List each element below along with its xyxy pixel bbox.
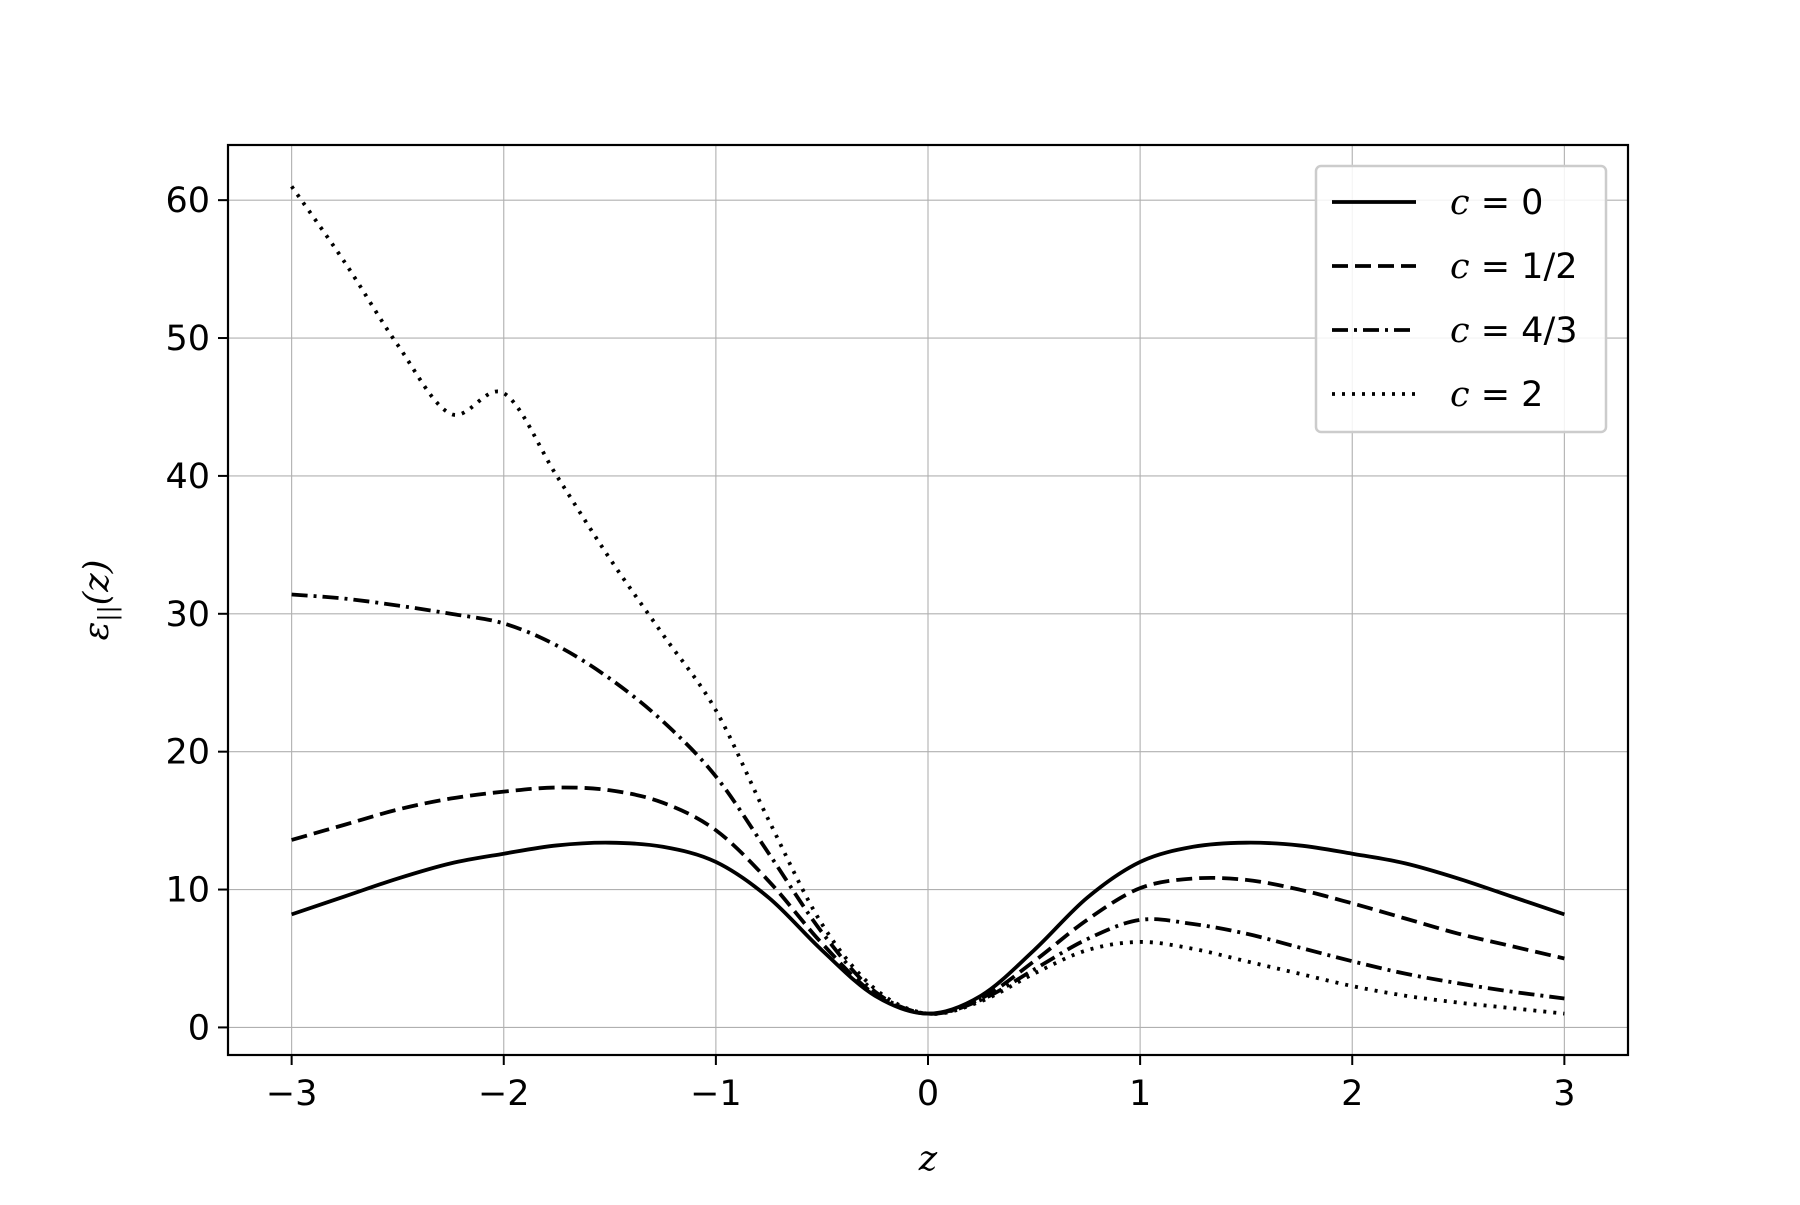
x-tick-label: −1 xyxy=(690,1074,742,1114)
legend-label-2: c = 4/3 xyxy=(1450,311,1578,351)
x-tick-label: 3 xyxy=(1553,1074,1575,1114)
x-tick-label: −3 xyxy=(266,1074,318,1114)
y-axis-label: ε||(z) xyxy=(77,560,123,641)
x-tick-label: 1 xyxy=(1129,1074,1151,1114)
y-tick-label: 40 xyxy=(165,457,210,497)
legend-label-value: = 0 xyxy=(1470,183,1544,223)
y-axis-label-subscript: || xyxy=(94,605,123,621)
legend-label-value: = 2 xyxy=(1470,375,1544,415)
legend-label-var: c xyxy=(1450,247,1470,287)
legend-label-var: c xyxy=(1450,183,1470,223)
series-line-1 xyxy=(291,785,1565,1016)
y-tick-label: 60 xyxy=(165,181,210,221)
legend-label-1: c = 1/2 xyxy=(1450,247,1578,287)
x-tick-label: 0 xyxy=(917,1074,939,1114)
y-tick-label: 0 xyxy=(188,1008,210,1048)
series-line-2 xyxy=(291,592,1565,1016)
legend-label-3: c = 2 xyxy=(1450,375,1543,415)
legend-label-0: c = 0 xyxy=(1450,183,1543,223)
legend-label-var: c xyxy=(1450,375,1470,415)
legend-label-value: = 1/2 xyxy=(1470,247,1578,287)
legend-box xyxy=(1314,164,1608,434)
x-tick-label: 2 xyxy=(1341,1074,1363,1114)
y-tick-label: 50 xyxy=(165,319,210,359)
legend-label-value: = 4/3 xyxy=(1470,311,1578,351)
y-axis-label-suffix: (z) xyxy=(77,560,117,606)
x-axis-label: z xyxy=(918,1139,938,1179)
y-tick-label: 30 xyxy=(165,595,210,635)
legend-label-var: c xyxy=(1450,311,1470,351)
y-axis-label-main: ε xyxy=(77,622,117,641)
series-lines xyxy=(290,185,1565,1016)
legend: c = 0c = 1/2c = 4/3c = 2 xyxy=(1314,164,1608,434)
x-tick-label: −2 xyxy=(478,1074,530,1114)
y-tick-label: 10 xyxy=(165,871,210,911)
y-tick-label: 20 xyxy=(165,733,210,773)
